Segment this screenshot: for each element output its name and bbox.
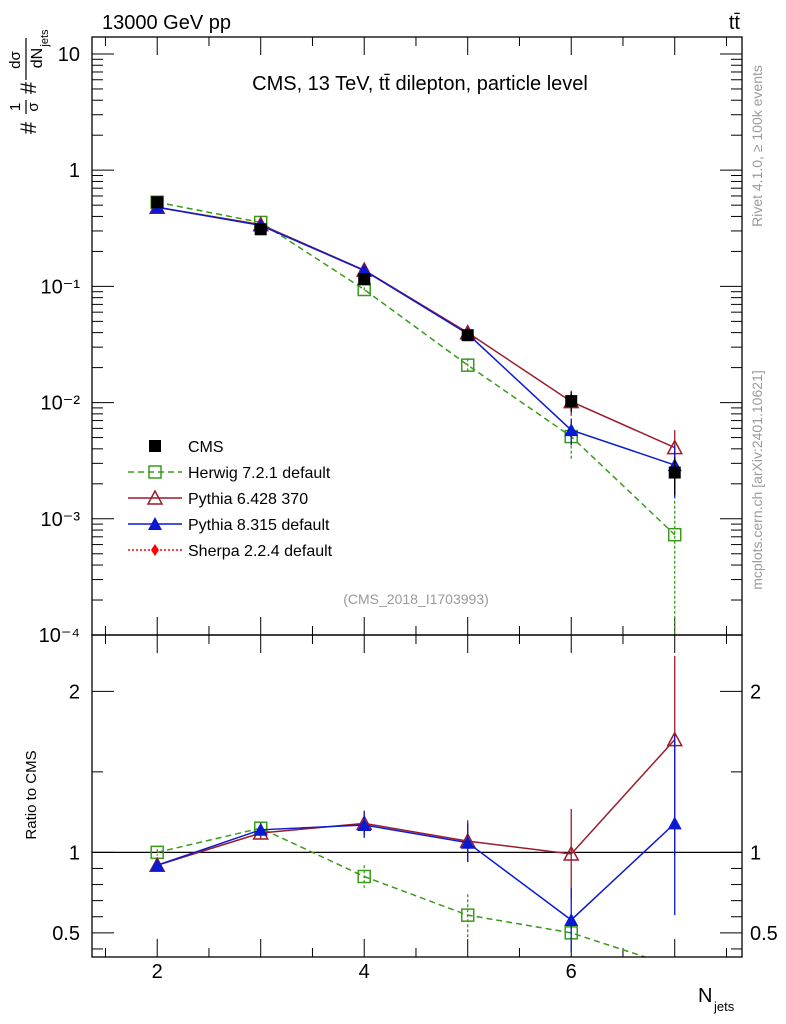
svg-text:dσ: dσ: [7, 50, 24, 68]
legend-label-pythia8: Pythia 8.315 default: [188, 517, 330, 534]
data-point-cms: [254, 223, 267, 236]
svg-text:1: 1: [7, 103, 24, 111]
ratio-panel: 0.5 0.5 1 1 2 2 2 4 6: [52, 634, 778, 983]
y-tick-label: 10: [58, 44, 80, 66]
analysis-watermark: (CMS_2018_I1703993): [343, 591, 489, 607]
x-tick-label: 6: [566, 961, 577, 983]
legend-marker-pythia6: [146, 489, 164, 505]
legend-label-herwig: Herwig 7.2.1 default: [188, 465, 331, 482]
x-tick-label: 2: [152, 961, 163, 983]
y-tick-label: 10⁻²: [41, 393, 81, 415]
ratio-y-axis-label: Ratio to CMS: [23, 750, 40, 839]
data-point-cms: [151, 196, 164, 209]
svg-text:#: #: [16, 81, 41, 94]
y-tick-label: 10⁻⁴: [39, 625, 80, 647]
data-point-cms: [565, 395, 578, 408]
mcplots-label: mcplots.cern.ch [arXiv:2401.10621]: [749, 370, 765, 589]
ratio-y-tick-label-right: 2: [750, 681, 761, 703]
ratio-point-pythia8: [460, 835, 475, 849]
main-panel: 10 1 10⁻¹ 10⁻² 10⁻³ 10⁻⁴ CMS, 13 TeV, tt̄ dil…: [39, 36, 743, 647]
ratio-y-tick-label-right: 1: [750, 842, 761, 864]
legend-label-cms: CMS: [188, 439, 224, 456]
svg-text:jets: jets: [39, 29, 51, 48]
x-axis-label: N jets: [698, 985, 735, 1014]
main-axis-ticks: 10 1 10⁻¹ 10⁻² 10⁻³ 10⁻⁴: [39, 37, 742, 647]
data-point-pythia8: [564, 423, 579, 437]
y-tick-label: 10⁻³: [41, 509, 81, 531]
ratio-point-pythia8: [667, 816, 682, 830]
data-point-cms: [668, 466, 681, 479]
legend-marker-sherpa: [151, 544, 159, 556]
ratio-y-tick-label-right: 0.5: [750, 923, 778, 945]
x-tick-label: 4: [359, 961, 370, 983]
ratio-point-herwig: [357, 869, 371, 884]
rivet-version-label: Rivet 4.1.0, ≥ 100k events: [749, 65, 765, 227]
legend-marker-cms: [149, 440, 161, 452]
ratio-line-pythia6: [156, 739, 676, 866]
y-tick-label: 10⁻¹: [41, 276, 81, 298]
ratio-line-pythia8: [156, 822, 676, 921]
ratio-frame: [91, 634, 743, 958]
energy-label: 13000 GeV pp: [102, 12, 231, 34]
ratio-point-pythia8: [564, 912, 579, 926]
ratio-data-layer: [92, 655, 742, 973]
ratio-axis-ticks: 0.5 0.5 1 1 2 2 2 4 6: [52, 635, 778, 983]
main-data-layer: [148, 195, 683, 635]
legend-marker-pythia8: [148, 517, 162, 530]
ratio-point-herwig: [460, 908, 475, 922]
ratio-axis-title: Ratio to CMS: [23, 750, 40, 839]
svg-text:dN: dN: [29, 48, 46, 68]
data-point-cms: [461, 329, 474, 342]
svg-text:#: #: [16, 121, 41, 134]
ratio-point-pythia8: [150, 858, 165, 872]
ratio-y-tick-label-left: 1: [69, 842, 80, 864]
legend-label-sherpa: Sherpa 2.2.4 default: [188, 543, 333, 560]
legend-marker-herwig: [148, 465, 162, 479]
data-point-cms: [358, 273, 371, 286]
ratio-point-pythia8: [253, 822, 268, 836]
ratio-point-herwig: [669, 961, 681, 973]
series-line-pythia8: [157, 206, 675, 466]
data-point-herwig: [460, 358, 475, 372]
process-label: tt̄: [729, 12, 741, 34]
ratio-y-tick-label-left: 0.5: [52, 923, 80, 945]
legend: CMS Herwig 7.2.1 default Pythia 6.428 370 P…: [128, 439, 333, 560]
legend-label-pythia6: Pythia 6.428 370: [188, 491, 308, 508]
svg-text:N: N: [698, 985, 712, 1007]
series-line-herwig: [157, 201, 676, 536]
ratio-point-pythia6: [562, 845, 580, 861]
y-tick-label: 1: [69, 160, 80, 182]
ratio-y-tick-label-left: 2: [69, 681, 80, 703]
main-title: CMS, 13 TeV, tt̄ dilepton, particle leve…: [252, 73, 588, 95]
data-point-pythia8: [357, 263, 372, 277]
ratio-point-pythia8: [357, 817, 372, 831]
ratio-line-herwig: [157, 827, 648, 957]
data-point-herwig: [667, 527, 682, 542]
svg-text:jets: jets: [713, 999, 735, 1014]
main-y-axis-label: # 1 σ # dσ dN jets: [7, 29, 51, 134]
svg-text:σ: σ: [25, 102, 42, 112]
